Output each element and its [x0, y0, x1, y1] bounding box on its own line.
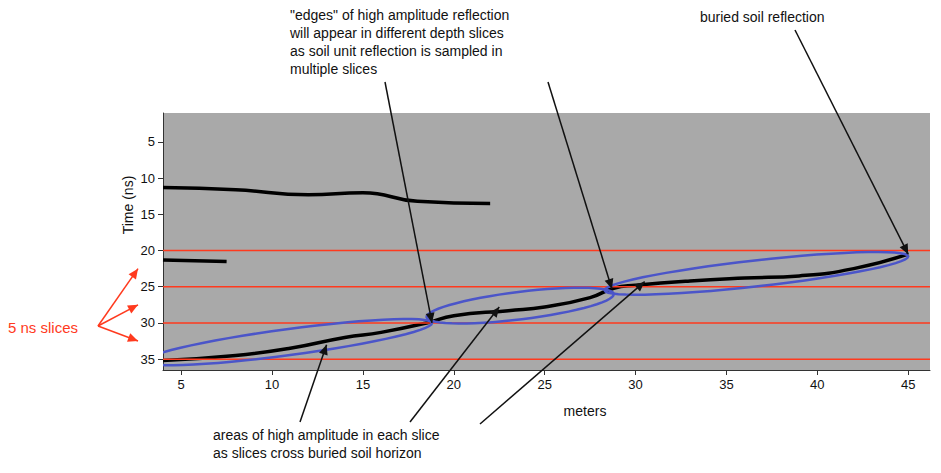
svg-text:15: 15	[356, 377, 370, 392]
svg-text:20: 20	[447, 377, 461, 392]
svg-text:35: 35	[719, 377, 733, 392]
svg-text:buried soil reflection: buried soil reflection	[700, 9, 825, 25]
svg-text:40: 40	[810, 377, 824, 392]
svg-text:30: 30	[141, 315, 155, 330]
svg-text:will appear in different depth: will appear in different depth slices	[289, 25, 504, 41]
svg-text:5 ns slices: 5 ns slices	[8, 319, 78, 336]
svg-text:10: 10	[141, 171, 155, 186]
svg-text:5: 5	[178, 377, 185, 392]
svg-text:10: 10	[265, 377, 279, 392]
svg-text:multiple slices: multiple slices	[290, 61, 377, 77]
svg-text:meters: meters	[564, 403, 607, 419]
svg-text:15: 15	[141, 207, 155, 222]
svg-text:Time (ns): Time (ns)	[120, 176, 136, 235]
svg-text:as slices cross buried soil ho: as slices cross buried soil horizon	[213, 445, 422, 461]
svg-text:5: 5	[148, 134, 155, 149]
svg-text:45: 45	[901, 377, 915, 392]
svg-text:areas of high amplitude in eac: areas of high amplitude in each slice	[213, 427, 440, 443]
svg-text:20: 20	[141, 243, 155, 258]
svg-text:35: 35	[141, 352, 155, 367]
svg-text:"edges" of high amplitude refl: "edges" of high amplitude reflection	[290, 7, 509, 23]
svg-text:30: 30	[628, 377, 642, 392]
svg-text:25: 25	[537, 377, 551, 392]
svg-text:25: 25	[141, 279, 155, 294]
svg-text:as soil unit reflection is sam: as soil unit reflection is sampled in	[290, 43, 502, 59]
